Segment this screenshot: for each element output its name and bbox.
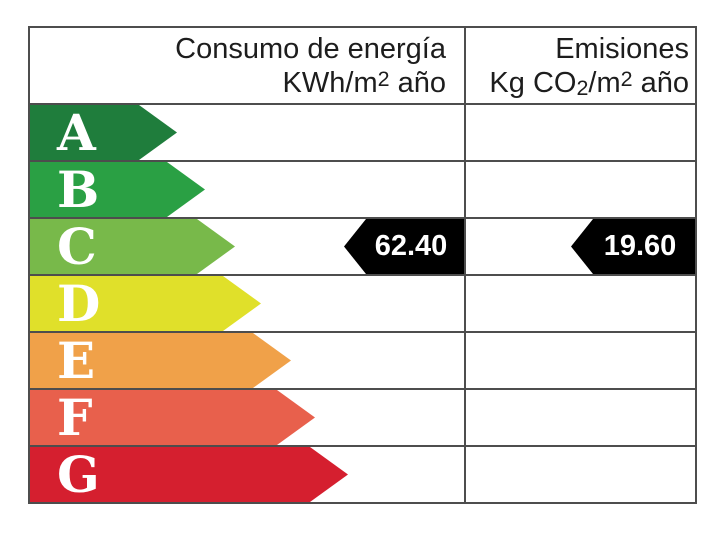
rating-row-a-emissions-cell bbox=[464, 105, 695, 160]
rating-bar-d: D bbox=[30, 276, 261, 331]
consumption-unit-tail: año bbox=[389, 66, 446, 99]
rating-letter-c: C bbox=[57, 217, 97, 276]
header-row: Consumo de energía KWh/m2 año Emisiones … bbox=[30, 28, 695, 103]
rating-row-g-consumption-cell: G bbox=[30, 447, 464, 502]
rating-row-g-emissions-cell bbox=[464, 447, 695, 502]
consumption-header-line1: Consumo de energía bbox=[175, 32, 446, 65]
rating-row-e-consumption-cell: E bbox=[30, 333, 464, 388]
rating-letter-a: A bbox=[57, 103, 96, 162]
consumption-unit-superscript: 2 bbox=[377, 66, 390, 91]
emissions-unit-a: Kg CO bbox=[489, 66, 577, 99]
rating-letter-g: G bbox=[57, 445, 100, 504]
emissions-value: 19.60 bbox=[603, 230, 677, 262]
rating-row-c: C 62.40 19.60 bbox=[30, 217, 695, 274]
emissions-unit-superscript: 2 bbox=[620, 66, 633, 91]
consumption-header-line2: KWh/m2 año bbox=[283, 66, 446, 100]
rating-row-d-consumption-cell: D bbox=[30, 276, 464, 331]
rating-bar-e: E bbox=[30, 333, 291, 388]
rating-bar-g: G bbox=[30, 447, 348, 502]
rating-letter-d: D bbox=[57, 274, 101, 333]
emissions-header-line1: Emisiones bbox=[555, 32, 689, 65]
consumption-value: 62.40 bbox=[374, 230, 448, 262]
rating-row-d-emissions-cell bbox=[464, 276, 695, 331]
rating-row-a-consumption-cell: A bbox=[30, 105, 464, 160]
rating-row-c-consumption-cell: C 62.40 bbox=[30, 219, 464, 274]
rating-bar-c: C bbox=[30, 219, 235, 274]
rating-bar-b: B bbox=[30, 162, 205, 217]
consumption-unit-base: KWh/m bbox=[282, 66, 378, 99]
rating-row-f-consumption-cell: F bbox=[30, 390, 464, 445]
emissions-unit-tail: año bbox=[632, 66, 689, 99]
rating-row-b: B bbox=[30, 160, 695, 217]
consumption-header: Consumo de energía KWh/m2 año bbox=[30, 28, 464, 103]
rating-bar-f: F bbox=[30, 390, 315, 445]
rating-row-d: D bbox=[30, 274, 695, 331]
consumption-value-arrow: 62.40 bbox=[344, 219, 464, 274]
rating-row-f: F bbox=[30, 388, 695, 445]
rating-row-e: E bbox=[30, 331, 695, 388]
rating-row-b-consumption-cell: B bbox=[30, 162, 464, 217]
rating-letter-e: E bbox=[57, 331, 96, 390]
rating-letter-b: B bbox=[57, 160, 100, 219]
rating-row-a: A bbox=[30, 103, 695, 160]
emissions-header-line2: Kg CO2/m2 año bbox=[489, 66, 689, 100]
emissions-header: Emisiones Kg CO2/m2 año bbox=[464, 28, 695, 103]
emissions-unit-b: /m bbox=[588, 66, 621, 99]
rating-letter-f: F bbox=[57, 388, 93, 447]
rating-bar-a: A bbox=[30, 105, 177, 160]
energy-rating-table: Consumo de energía KWh/m2 año Emisiones … bbox=[28, 26, 697, 504]
rating-row-f-emissions-cell bbox=[464, 390, 695, 445]
emissions-unit-subscript: 2 bbox=[576, 75, 589, 100]
rating-row-g: G bbox=[30, 445, 695, 502]
emissions-value-arrow: 19.60 bbox=[571, 219, 695, 274]
rating-row-e-emissions-cell bbox=[464, 333, 695, 388]
rating-row-c-emissions-cell: 19.60 bbox=[464, 219, 695, 274]
rating-row-b-emissions-cell bbox=[464, 162, 695, 217]
